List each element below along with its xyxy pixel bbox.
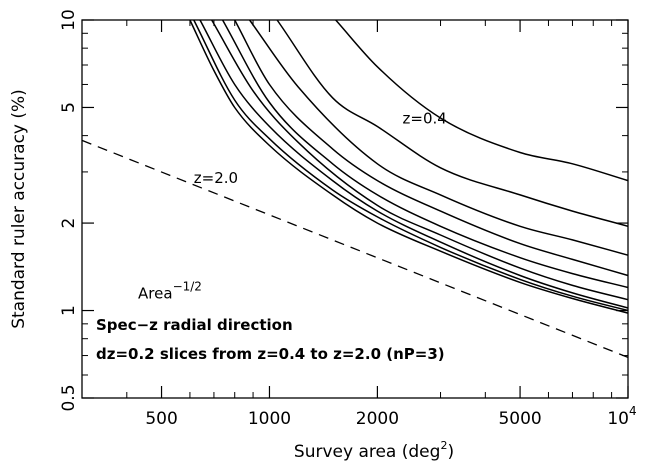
x-axis-title: Survey area (deg2) <box>294 439 454 462</box>
annotation-exponent: −1/2 <box>173 280 202 294</box>
x-tick-label: 104 <box>607 404 636 429</box>
annotation-text: z=2.0 <box>194 169 238 187</box>
x-tick-label-text: 2000 <box>356 409 399 429</box>
axis-ticks <box>81 19 629 399</box>
annotation-text: Area <box>138 285 173 303</box>
note-slices: dz=0.2 slices from z=0.4 to z=2.0 (nP=3) <box>96 345 445 363</box>
note-radial-direction: Spec−z radial direction <box>96 316 293 334</box>
y-tick-label: 1 <box>59 305 79 316</box>
accuracy-curve-8 <box>193 19 629 312</box>
x-tick-label: 1000 <box>248 409 291 429</box>
y-tick-label: 0.5 <box>59 384 79 411</box>
annotation-label: Area−1/2 <box>138 280 202 303</box>
x-tick-label: 500 <box>145 409 177 429</box>
accuracy-curve-2 <box>276 19 629 228</box>
annotation-label: z=0.4 <box>403 110 447 128</box>
y-tick-label: 10 <box>59 9 79 31</box>
accuracy-curve-6 <box>211 19 629 301</box>
accuracy-curve-9 <box>189 19 629 314</box>
x-tick-label-text: 5000 <box>498 409 541 429</box>
plot-frame <box>81 19 629 399</box>
y-axis-title: Standard ruler accuracy (%) <box>9 89 29 329</box>
series-group <box>81 19 629 359</box>
accuracy-curve-3 <box>248 19 629 256</box>
x-tick-label-text: 10 <box>607 409 629 429</box>
accuracy-curve-7 <box>199 19 629 309</box>
annotation-text: z=0.4 <box>403 110 447 128</box>
x-tick-label: 2000 <box>356 409 399 429</box>
x-tick-label: 5000 <box>498 409 541 429</box>
y-tick-label: 5 <box>59 102 79 113</box>
x-tick-label-text: 1000 <box>248 409 291 429</box>
accuracy-curve-1 <box>335 19 629 182</box>
annotation-label: z=2.0 <box>194 169 238 187</box>
area-scaling-line <box>81 139 629 359</box>
y-tick-label: 2 <box>59 218 79 229</box>
x-tick-label-exponent: 4 <box>629 404 637 418</box>
accuracy-curve-4 <box>234 19 629 277</box>
annotations: z=0.4 z=2.0 Area−1/2 <box>138 110 447 303</box>
x-tick-label-text: 500 <box>145 409 177 429</box>
accuracy-curve-5 <box>221 19 629 289</box>
